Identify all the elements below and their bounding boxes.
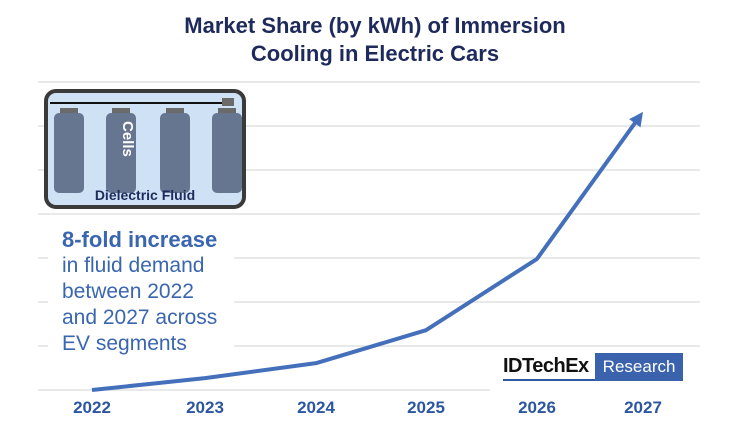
annotation-line: and 2027 across [62,306,218,329]
battery-cell-icon [160,108,190,193]
x-tick-label: 2026 [518,398,556,417]
series-line [91,118,639,392]
annotation-headline: 8-fold increase [62,227,218,252]
annotation-line: in fluid demand [62,254,205,277]
annotation-background [48,222,234,364]
arrowhead-icon [629,111,643,128]
battery-cell-icon [212,108,242,193]
connector-icon [222,98,234,106]
immersion-diagram: Cells Dielectric Fluid [44,89,246,209]
chart-title: Market Share (by kWh) of Immersion Coolin… [184,13,566,66]
x-tick-label: 2023 [186,398,224,417]
annotation-line: between 2022 [62,280,194,303]
cells-label: Cells [119,121,136,157]
busbar-icon [50,102,232,104]
x-tick-label: 2027 [624,398,662,417]
annotation: 8-fold increase in fluid demand between … [62,227,217,357]
x-tick-label: 2024 [297,398,335,417]
x-tick-label: 2022 [73,398,111,417]
idtechex-logo: IDTechEx Research [503,353,684,381]
battery-cell-icon [54,108,84,193]
battery-cell-icon: Cells [106,108,136,193]
x-tick-label: 2025 [407,398,445,417]
fluid-label: Dielectric Fluid [94,187,196,203]
annotation-line: EV segments [62,332,187,355]
